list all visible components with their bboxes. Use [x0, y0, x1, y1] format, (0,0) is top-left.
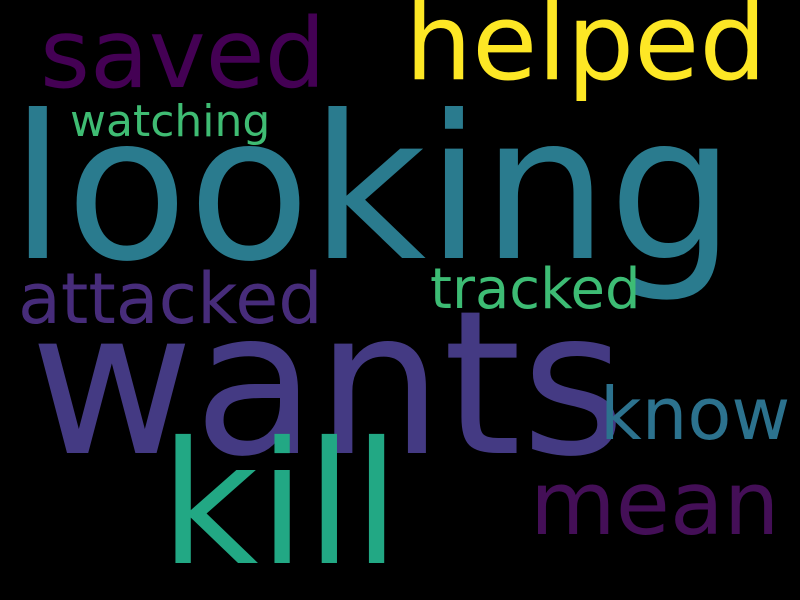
word-looking: looking — [10, 73, 736, 306]
word-helped: helped — [405, 0, 767, 104]
word-watching: watching — [70, 96, 271, 147]
word-know: know — [600, 372, 791, 456]
word-kill: kill — [160, 406, 401, 600]
word-wants: wants — [30, 268, 626, 501]
word-mean: mean — [530, 452, 780, 555]
word-tracked: tracked — [430, 257, 641, 322]
word-attacked: attacked — [18, 258, 323, 340]
word-saved: saved — [40, 0, 326, 110]
